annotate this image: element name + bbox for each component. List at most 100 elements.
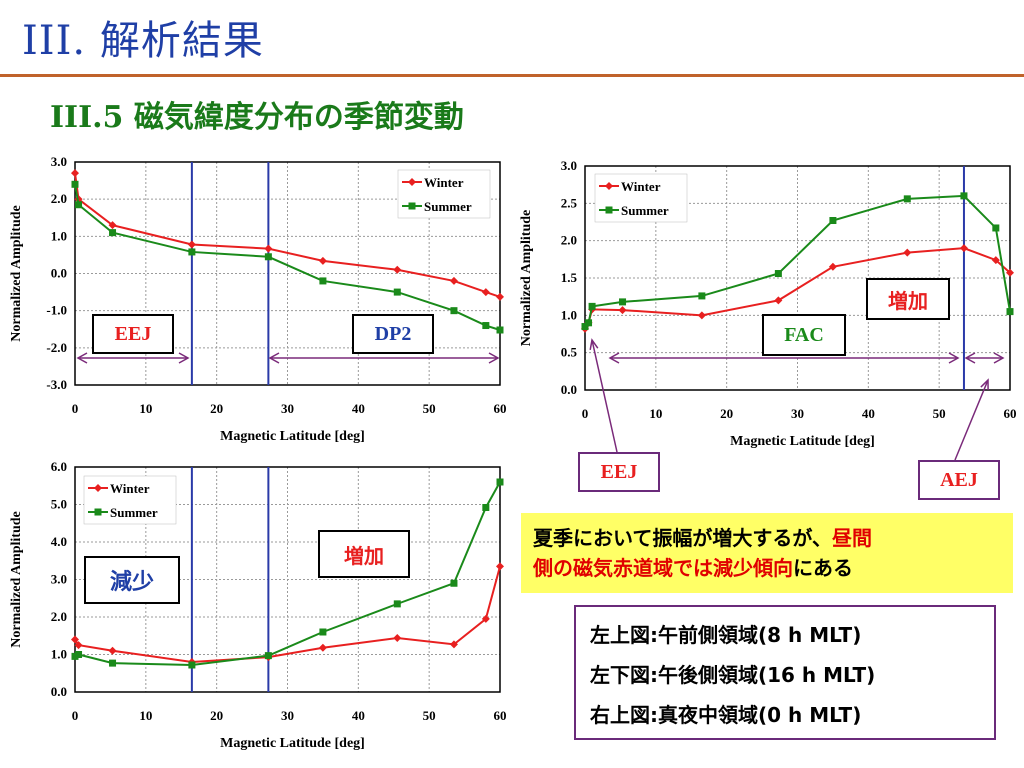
point-winter [697, 311, 706, 320]
chart-top-left: -3.0 -2.0 -1.0 0.0 1.0 2.0 3.0 0 10 20 30 40 50 60 Mag… [9, 154, 507, 444]
point-summer [588, 302, 596, 310]
point-summer [960, 192, 968, 200]
point-winter [393, 265, 402, 274]
arrow-head-left [76, 352, 88, 364]
point-summer [774, 270, 782, 278]
y-tick-label: 4.0 [51, 534, 67, 549]
x-axis-label: Magnetic Latitude [deg] [730, 434, 875, 449]
x-tick-label: 10 [649, 406, 662, 421]
legend: Winter Summer [83, 475, 177, 525]
point-summer [581, 323, 589, 331]
point-winter [959, 244, 968, 253]
point-summer [450, 579, 458, 587]
y-tick-label: 1.0 [51, 228, 67, 243]
point-summer [188, 661, 196, 669]
x-tick-label: 10 [139, 708, 152, 723]
point-summer [188, 248, 196, 256]
y-tick-label: 0.5 [561, 345, 578, 360]
point-winter [449, 640, 458, 649]
legend-frame [397, 169, 491, 219]
point-winter [481, 614, 490, 623]
legend-swatch-marker [94, 508, 102, 516]
y-tick-label: 2.0 [561, 233, 577, 248]
y-tick-label: 0.0 [51, 266, 67, 281]
aej-pointer [954, 379, 989, 461]
plot-frame [74, 466, 501, 693]
legend-swatch-marker [408, 202, 416, 210]
point-winter [774, 296, 783, 305]
title-rule [0, 74, 1024, 77]
arrow-head-left [964, 352, 976, 364]
point-summer [1006, 308, 1014, 316]
eej-pointer [591, 339, 618, 453]
series-line-summer [74, 481, 501, 667]
y-tick-label: 1.0 [51, 647, 67, 662]
y-tick-label: 3.0 [51, 154, 67, 169]
point-summer [393, 288, 401, 296]
x-tick-label: 40 [352, 708, 365, 723]
point-summer [319, 628, 327, 636]
series-line-winter [74, 173, 501, 298]
tl-eej-label: EEJ [92, 314, 174, 354]
legend-swatch-marker [408, 178, 416, 186]
legend-label: Winter [110, 481, 150, 496]
legend: Winter Summer [594, 173, 688, 223]
x-tick-label: 30 [281, 708, 294, 723]
y-tick-label: 6.0 [51, 459, 67, 474]
y-tick-label: -3.0 [46, 377, 67, 392]
y-tick-label: 1.5 [561, 270, 578, 285]
point-winter [264, 244, 273, 253]
point-summer [482, 322, 490, 330]
point-summer [992, 224, 1000, 232]
x-tick-label: 50 [933, 406, 946, 421]
y-tick-label: 0.0 [51, 684, 67, 699]
y-tick-label: 2.5 [561, 195, 578, 210]
note-line2-a: 側の磁気赤道域では減少傾向 [533, 556, 793, 580]
chart-bottom-left: 0.0 1.0 2.0 3.0 4.0 5.0 6.0 0 10 20 30 40 50 60 Magnet… [9, 459, 507, 751]
point-summer [903, 195, 911, 203]
x-axis-label: Magnetic Latitude [deg] [220, 429, 365, 444]
bl-decrease-label: 減少 [84, 556, 180, 604]
plot-frame [74, 161, 501, 386]
legend-label: Summer [621, 203, 669, 218]
arrow-head-right [178, 352, 190, 364]
point-winter [393, 634, 402, 642]
point-summer [450, 307, 458, 315]
note-line1-b: 昼間 [832, 526, 872, 550]
x-tick-label: 60 [494, 401, 507, 416]
series-line-summer [74, 184, 501, 331]
y-tick-label: 3.0 [561, 158, 577, 173]
arrow-head-right [488, 352, 500, 364]
y-axis-label: Normalized Amplitude [9, 205, 24, 342]
y-tick-label: 5.0 [51, 497, 67, 512]
bl-increase-label: 増加 [318, 530, 410, 578]
figure-key-bottom-left: 左下図:午後側領域(16 h MLT) [590, 663, 876, 687]
slide-title: III. 解析結果 [22, 18, 264, 64]
legend-label: Summer [424, 199, 472, 214]
legend: Winter Summer [397, 169, 491, 219]
point-summer [109, 659, 117, 667]
point-summer [698, 292, 706, 300]
x-tick-label: 60 [494, 708, 507, 723]
point-summer [496, 478, 504, 486]
y-tick-label: 0.0 [561, 382, 577, 397]
y-tick-label: 2.0 [51, 609, 67, 624]
legend-swatch-marker [94, 484, 102, 492]
eej-pointer-head [589, 338, 599, 350]
point-summer [585, 319, 593, 327]
aej-pointer-head [980, 378, 989, 391]
legend-swatch-marker [605, 182, 613, 190]
point-winter [108, 646, 117, 655]
x-tick-label: 0 [72, 708, 79, 723]
point-winter [187, 240, 196, 249]
point-winter [74, 641, 83, 650]
x-tick-label: 20 [210, 401, 223, 416]
summary-note: 夏季において振幅が増大するが、昼間 側の磁気赤道域では減少傾向にある [521, 513, 1013, 593]
legend-swatch-marker [605, 206, 613, 214]
point-winter [481, 288, 490, 297]
point-summer [75, 201, 83, 209]
legend-label: Winter [621, 179, 661, 194]
point-winter [496, 562, 504, 571]
point-summer [264, 253, 272, 261]
arrow-head-left [608, 352, 620, 364]
